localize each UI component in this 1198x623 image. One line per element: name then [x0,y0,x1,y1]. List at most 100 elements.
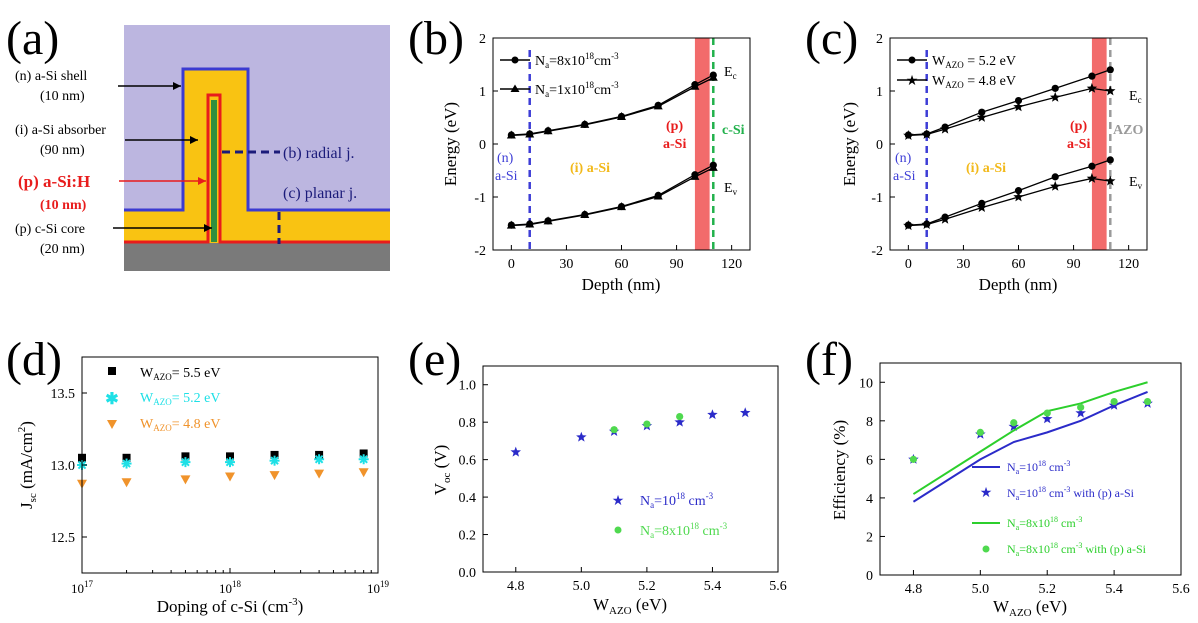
core-wire [211,100,217,242]
e-xtick-label: 5.2 [638,579,656,594]
b-series-1-point [617,111,626,120]
panel-e-legend-2: Na=8x1018 cm-3 [640,521,728,540]
b-series-1-point [506,220,516,229]
d-series-0-point [122,453,131,462]
panel-c-i-label: (i) a-Si [966,161,1006,176]
f-series-3-point [1077,403,1085,411]
c-series-0-point [1051,173,1059,181]
pasi-layer [124,93,390,244]
f-series-3-point [909,455,918,463]
b-series-1-point [525,219,535,228]
d-series-1-point-stroke [270,456,279,465]
e-xtick-label: 5.0 [573,579,591,594]
d-series-0-point [359,449,368,458]
panel-d-legend-marker-3 [107,420,117,429]
e-series-0-point [740,407,751,418]
d-series-1-point [358,454,369,465]
d-series-1-point-stroke [181,457,190,467]
core-label: (p) c-Si core [15,222,85,237]
c-ytick-label: 2 [876,32,883,47]
c-series-0-point [1014,187,1023,195]
e-ytick-label: 0.2 [459,529,477,544]
f-ytick-label: 2 [866,530,873,545]
c-series-1-point [1013,191,1024,202]
absorber-label: (i) a-Si absorber [15,123,106,138]
panel-d-plot: 12.5 13.0 13.5 1017 1018 1019 Doping of c-Si … [16,356,390,616]
panel-b-csi-label: c-Si [722,123,745,138]
b-ytick-label: -2 [474,244,486,259]
b-series-1-conduction-line [511,77,714,137]
c-xtick-label: 60 [1012,257,1026,272]
panel-b-ec-label: Ec [724,65,737,81]
panel-c-p-label: (p) [1070,119,1087,134]
panel-c-n-label-2: a-Si [893,169,916,184]
d-series-1-point-stroke [225,457,235,467]
f-ytick-label: 10 [859,376,873,391]
pasi-thickness: (10 nm) [40,198,87,213]
panel-b-legend-1: Na=8x1018cm-3 [535,51,619,70]
b-series-1-point [690,171,700,180]
e-ytick-label: 0.4 [459,491,477,506]
f-xtick-label: 5.0 [972,582,990,597]
c-series-0-point [1051,84,1059,92]
core-arrowhead [204,224,212,232]
b-xtick-label: 60 [615,257,629,272]
planar-label: (c) planar j. [283,185,357,202]
d-series-1-point-stroke [122,459,131,468]
panel-c-legend-marker-2: ★ [906,74,919,89]
c-series-1-point [921,219,932,229]
c-series-0-point [1088,162,1096,170]
c-series-1-point [976,202,987,212]
shell-outline [124,67,390,212]
b-xtick-label: 0 [508,257,515,272]
panel-b-n-label-2: a-Si [495,169,518,184]
f-series-3-point [976,428,984,436]
shell-label: (n) a-Si shell [15,69,87,84]
panel-d-legend-marker-2: ✱ [105,391,118,408]
c-series-0-point [1014,96,1023,105]
panel-f-legend-1: Na=1018 cm-3 [1007,459,1070,476]
f-series-1-point [1075,407,1086,418]
b-ytick-label: 0 [479,138,486,153]
panel-b-ev-label: Ev [724,181,738,197]
shell-arrowhead [173,82,181,90]
panel-b-xlabel: Depth (nm) [582,275,661,294]
c-xtick-label: 30 [956,257,970,272]
d-series-1-point [121,458,132,469]
c-series-1-valence-line [908,177,1111,227]
b-xtick-label: 120 [721,257,742,272]
b-xtick-label: 90 [670,257,684,272]
c-series-0-point [1106,156,1114,164]
d-series-2-point [358,468,369,478]
c-ytick-label: -1 [871,191,883,206]
absorber-arrowhead [190,136,198,144]
panel-c-ylabel: Energy (eV) [840,102,859,186]
c-series-1-point [1086,82,1098,93]
c-xtick-label: 0 [905,257,912,272]
e-series-1-point [676,412,684,421]
e-ytick-label: 1.0 [459,379,477,394]
panel-d-ylabel: Jsc (mA/cm2) [16,421,39,509]
absorber-thickness: (90 nm) [40,143,85,158]
c-series-1-point [903,130,914,140]
panel-c-legend-2: WAZO = 4.8 eV [932,74,1016,90]
c-series-1-point [939,123,951,134]
b-ytick-label: 2 [479,32,486,47]
b-series-1-point [543,216,553,225]
e-series-1-point [610,426,618,434]
c-ytick-label: 0 [876,138,883,153]
panel-e-legend-marker-2 [614,526,622,534]
panel-b-plot: 0 30 60 90 120 -2 -1 0 1 2 Depth (nm) Energy (eV)… [441,32,751,294]
c-series-1-point [1013,101,1024,112]
panel-f-legend-2: Na=1018 cm-3 with (p) a-Si [1007,485,1135,502]
panel-d-label: (d) [6,333,62,386]
panel-e-xlabel: WAZO (eV) [593,595,667,617]
e-series-0-point [576,431,587,442]
panel-e-ylabel: Voc (V) [431,445,453,496]
b-series-1-point [653,101,663,110]
c-series-1-point [939,213,951,224]
b-p-region-band [694,38,710,250]
e-series-0-point [674,416,685,427]
d-series-2-point [225,472,235,482]
